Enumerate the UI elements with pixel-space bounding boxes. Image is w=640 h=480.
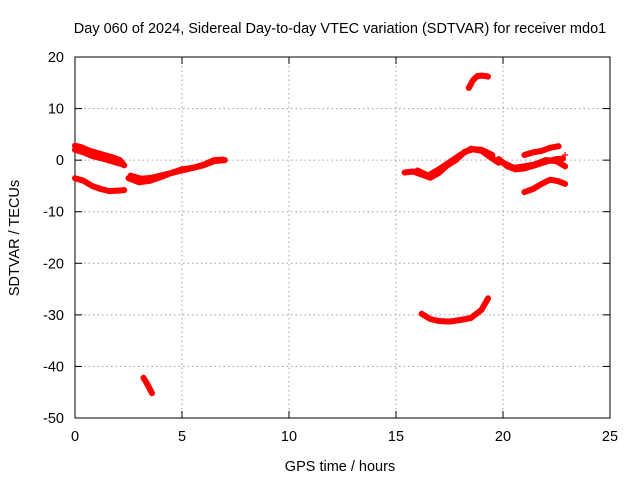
data-point <box>510 164 517 171</box>
data-point <box>555 178 562 185</box>
y-tick-label: 20 <box>48 50 64 66</box>
data-point <box>211 158 218 165</box>
chart-title: Day 060 of 2024, Sidereal Day-to-day VTE… <box>74 21 606 37</box>
data-point <box>521 163 528 170</box>
data-point <box>489 151 496 158</box>
y-tick-label: -30 <box>43 308 64 324</box>
data-point <box>119 161 126 168</box>
data-point <box>89 153 96 160</box>
data-point <box>138 175 145 182</box>
y-tick-label: -10 <box>43 205 64 221</box>
data-point <box>161 171 168 178</box>
x-tick-label: 0 <box>71 429 79 445</box>
data-point <box>414 167 421 174</box>
axis-ticks <box>74 56 611 419</box>
y-tick-label: -20 <box>43 256 64 272</box>
y-tick-label: -50 <box>43 411 64 427</box>
x-tick-label: 20 <box>495 429 511 445</box>
data-point <box>562 151 569 158</box>
data-point <box>521 189 528 196</box>
data-point <box>470 77 477 84</box>
data-point <box>110 158 117 165</box>
data-point <box>446 159 453 166</box>
data-point <box>425 172 432 179</box>
data-point <box>467 314 474 321</box>
x-tick-labels: 0 5 10 15 20 25 <box>71 429 618 445</box>
data-point <box>538 180 545 187</box>
data-point <box>200 162 207 169</box>
data-point <box>99 155 106 162</box>
data-point <box>127 172 134 179</box>
data-point <box>495 156 502 163</box>
data-point <box>478 146 485 153</box>
data-point <box>89 182 96 189</box>
data-point <box>80 177 87 184</box>
data-point <box>80 149 87 156</box>
data-point <box>221 157 228 164</box>
data-point <box>140 374 147 381</box>
data-point <box>435 166 442 173</box>
y-tick-label: -40 <box>43 359 64 375</box>
data-point <box>521 151 528 158</box>
series-arc-f <box>418 295 491 325</box>
x-axis-label: GPS time / hours <box>285 459 395 475</box>
data-point <box>542 157 549 164</box>
y-axis-label: SDTVAR / TECUs <box>7 180 23 296</box>
y-tick-labels: -50 -40 -30 -20 -10 0 10 20 <box>43 50 64 427</box>
data-point <box>149 174 156 181</box>
data-point <box>538 147 545 154</box>
data-point <box>547 176 554 183</box>
x-tick-label: 5 <box>178 429 186 445</box>
data-point <box>500 159 506 166</box>
data-point <box>144 381 151 388</box>
x-tick-label: 10 <box>281 429 297 445</box>
data-point <box>478 306 485 313</box>
data-point <box>553 158 560 165</box>
data-point <box>547 144 554 151</box>
plot-frame <box>74 56 611 419</box>
data-point <box>97 186 104 193</box>
data-point <box>72 146 78 153</box>
data-point <box>532 161 539 168</box>
data-series <box>72 72 569 397</box>
data-point <box>149 390 156 397</box>
data-point <box>529 186 536 193</box>
data-point <box>72 175 78 182</box>
x-tick-label: 25 <box>602 429 618 445</box>
grid <box>75 57 610 418</box>
data-point <box>555 143 562 150</box>
y-tick-label: 0 <box>56 153 64 169</box>
data-point <box>562 180 569 187</box>
data-point <box>427 315 434 322</box>
data-point <box>106 188 113 195</box>
data-point <box>559 155 566 162</box>
data-point <box>114 187 121 194</box>
data-point <box>485 73 492 80</box>
data-point <box>457 317 464 324</box>
data-point <box>174 168 181 175</box>
x-tick-label: 15 <box>388 429 404 445</box>
data-point <box>187 165 194 172</box>
data-point <box>418 310 425 317</box>
series-arc-g <box>465 72 491 91</box>
data-point <box>529 149 536 156</box>
data-point <box>121 187 128 194</box>
y-tick-label: 10 <box>48 102 64 118</box>
data-point <box>446 318 453 325</box>
data-point <box>562 163 569 170</box>
data-point <box>467 145 474 152</box>
data-point <box>485 295 492 302</box>
data-point <box>435 318 442 325</box>
data-point <box>401 169 408 176</box>
data-point <box>457 151 464 158</box>
data-point <box>465 84 472 91</box>
